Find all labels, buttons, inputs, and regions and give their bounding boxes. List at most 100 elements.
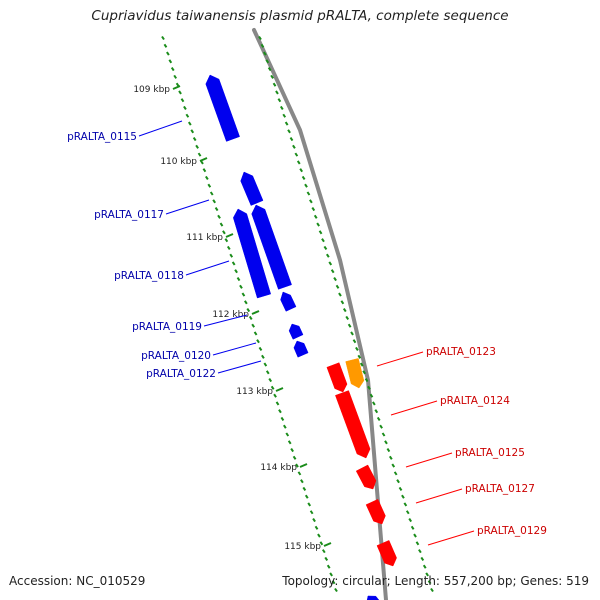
- tick-mark: [321, 549, 326, 554]
- tick-mark: [405, 510, 410, 515]
- tick-mark: [319, 541, 324, 546]
- gene-leader-line: [390, 400, 438, 416]
- tick-mark: [357, 354, 362, 359]
- tick-mark: [427, 580, 432, 585]
- tick-mark: [273, 393, 277, 398]
- tick-mark: [267, 67, 272, 72]
- tick-mark: [292, 144, 296, 149]
- tick-mark: [170, 67, 175, 72]
- tick-mark: [241, 292, 246, 297]
- gene-arrow-pRALTA_0123[interactable]: [326, 362, 348, 393]
- tick-mark: [202, 168, 207, 173]
- tick-mark: [192, 137, 197, 142]
- gene-arrow-pRALTA_0120[interactable]: [288, 323, 304, 340]
- gene-label-pRALTA_0125[interactable]: pRALTA_0125: [455, 447, 525, 459]
- gene-label-pRALTA_0115[interactable]: pRALTA_0115: [67, 131, 137, 143]
- gene-arrow-edge[interactable]: [366, 595, 380, 600]
- tick-mark: [234, 269, 238, 274]
- gene-label-pRALTA_0118[interactable]: pRALTA_0118: [114, 270, 184, 282]
- gene-arrow-pRALTA_0129[interactable]: [376, 540, 397, 567]
- tick-mark: [277, 98, 282, 103]
- tick-mark: [278, 409, 282, 414]
- tick-mark: [183, 105, 187, 111]
- tick-mark: [326, 564, 331, 569]
- tick-mark: [246, 308, 251, 313]
- gene-label-pRALTA_0120[interactable]: pRALTA_0120: [141, 350, 211, 362]
- gene-arrow-pRALTA_0118b[interactable]: [251, 204, 292, 290]
- tick-mark: [324, 556, 329, 561]
- accession-text: Accession: NC_010529: [9, 574, 146, 588]
- tick-mark: [263, 362, 268, 367]
- gene-arrow-pRALTA_0117[interactable]: [240, 171, 264, 206]
- tick-mark: [256, 339, 260, 344]
- gene-arrow-pRALTA_0115[interactable]: [205, 74, 240, 142]
- gene-label-pRALTA_0117[interactable]: pRALTA_0117: [94, 209, 164, 221]
- tick-mark: [314, 525, 319, 530]
- tick-mark: [345, 315, 350, 320]
- gene-arrow-pRALTA_0118[interactable]: [233, 208, 272, 299]
- tick-mark: [340, 300, 345, 305]
- tick-mark: [372, 401, 376, 406]
- tick-mark: [231, 261, 236, 266]
- tick-mark: [265, 370, 270, 375]
- tick-mark: [369, 393, 374, 398]
- tick-mark: [161, 35, 165, 41]
- gene-leader-line: [185, 260, 230, 276]
- tick-mark: [299, 168, 304, 173]
- tick-mark: [415, 541, 420, 546]
- map-title: Cupriavidus taiwanensis plasmid pRALTA, …: [91, 8, 509, 24]
- tick-mark: [425, 572, 429, 577]
- gene-leader-line: [203, 314, 248, 327]
- tick-mark: [272, 82, 277, 87]
- gene-arrow-pRALTA_0122[interactable]: [293, 340, 309, 358]
- kbp-label: 111 kbp: [186, 233, 223, 243]
- gene-label-pRALTA_0123[interactable]: pRALTA_0123: [426, 346, 496, 358]
- tick-mark: [302, 486, 307, 491]
- topology-summary-text: Topology: circular; Length: 557,200 bp; …: [282, 574, 589, 588]
- kbp-major-tick: [251, 310, 260, 315]
- tick-mark: [309, 510, 314, 515]
- gene-label-pRALTA_0124[interactable]: pRALTA_0124: [440, 395, 510, 407]
- gene-arrow-pRALTA_0127[interactable]: [365, 498, 386, 525]
- tick-mark: [393, 471, 398, 476]
- gene-arrow-pRALTA_0123-orange[interactable]: [345, 358, 365, 389]
- tick-mark: [328, 261, 333, 266]
- gene-arrow-pRALTA_0124[interactable]: [335, 390, 371, 459]
- tick-mark: [268, 378, 273, 383]
- tick-mark: [295, 463, 299, 468]
- tick-mark: [342, 308, 347, 313]
- tick-mark: [284, 121, 289, 126]
- tick-mark: [239, 284, 243, 289]
- tick-mark: [205, 175, 209, 180]
- tick-mark: [195, 144, 199, 149]
- backbone-line: [252, 28, 388, 600]
- tick-mark: [224, 238, 229, 243]
- gene-label-pRALTA_0119[interactable]: pRALTA_0119: [132, 321, 202, 333]
- tick-mark: [270, 74, 274, 79]
- tick-mark: [251, 323, 255, 328]
- tick-mark: [285, 432, 290, 437]
- kbp-label: 112 kbp: [212, 310, 249, 320]
- gene-leader-line: [376, 351, 424, 367]
- tick-mark: [396, 479, 400, 484]
- gene-label-pRALTA_0127[interactable]: pRALTA_0127: [465, 483, 535, 495]
- gene-arrow-pRALTA_0119[interactable]: [280, 291, 297, 312]
- tick-mark: [222, 230, 226, 235]
- tick-mark: [296, 160, 301, 165]
- tick-mark: [350, 331, 354, 336]
- tick-mark: [347, 323, 352, 328]
- gene-arrow-pRALTA_0125[interactable]: [355, 464, 377, 490]
- tick-mark: [311, 206, 316, 212]
- tick-mark: [209, 191, 214, 196]
- tick-mark: [384, 440, 388, 445]
- tick-mark: [325, 253, 330, 258]
- tick-mark: [265, 59, 270, 64]
- tick-mark: [185, 113, 190, 118]
- tick-mark: [306, 191, 311, 196]
- tick-mark: [197, 152, 202, 157]
- gene-label-pRALTA_0129[interactable]: pRALTA_0129: [477, 525, 547, 537]
- tick-mark: [300, 479, 304, 484]
- gene-label-pRALTA_0122[interactable]: pRALTA_0122: [146, 368, 216, 380]
- tick-mark: [226, 245, 231, 250]
